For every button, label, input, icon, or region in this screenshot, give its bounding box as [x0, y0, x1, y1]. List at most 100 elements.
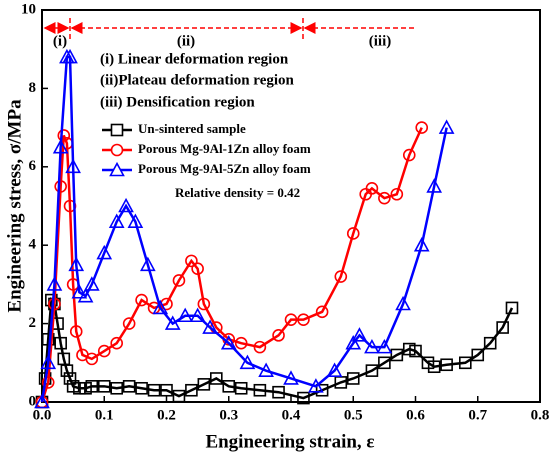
annotation: Relative density = 0.42: [175, 185, 300, 200]
marker: [346, 227, 360, 240]
series-line: [40, 296, 514, 403]
legend-label: Un-sintered sample: [138, 121, 246, 136]
marker: [57, 129, 71, 142]
marker: [197, 297, 211, 311]
marker: [40, 354, 57, 370]
marker: [152, 299, 169, 315]
marker: [97, 380, 111, 393]
series-line: [40, 127, 423, 403]
marker: [54, 180, 67, 193]
marker: [458, 356, 472, 370]
region-label: (iii): [369, 33, 392, 49]
y-axis-title: Engineering stress, σ/MPa: [4, 99, 25, 313]
marker: [308, 378, 324, 393]
y-tick-label: 10: [21, 1, 36, 17]
x-tick-label: 0.2: [157, 407, 176, 423]
x-tick-label: 0.3: [219, 407, 238, 423]
marker: [83, 276, 100, 291]
marker: [202, 319, 218, 334]
marker: [505, 301, 519, 315]
marker: [234, 336, 248, 350]
marker: [297, 391, 310, 405]
x-tick-label: 0.7: [468, 407, 487, 423]
x-axis-title: Engineering strain, ε: [205, 431, 374, 452]
marker: [258, 362, 274, 377]
marker: [135, 293, 148, 307]
marker: [376, 338, 393, 354]
marker: [185, 383, 198, 397]
marker: [284, 313, 298, 326]
marker: [108, 213, 125, 228]
marker: [110, 336, 123, 350]
marker: [85, 380, 99, 393]
y-tick-label: 2: [29, 315, 37, 331]
marker: [85, 352, 99, 366]
marker: [365, 182, 379, 195]
marker: [69, 325, 83, 338]
marker: [427, 360, 441, 374]
x-tick-label: 0.0: [33, 407, 52, 423]
marker: [77, 287, 94, 303]
marker: [415, 121, 429, 134]
marker: [365, 364, 379, 377]
marker: [46, 276, 63, 291]
marker: [346, 372, 360, 385]
marker: [297, 313, 310, 326]
marker: [390, 348, 404, 362]
marker: [172, 274, 186, 287]
marker: [118, 197, 134, 213]
marker: [60, 364, 74, 377]
marker: [253, 383, 267, 397]
marker: [496, 321, 509, 334]
marker: [395, 295, 411, 311]
marker: [109, 161, 125, 177]
region-arrows: [43, 18, 415, 40]
marker: [97, 344, 111, 358]
annotation: (i) Linear deformation region: [100, 51, 289, 67]
x-tick-label: 0.6: [406, 407, 425, 423]
x-tick-label: 0.8: [531, 407, 550, 423]
marker: [191, 262, 204, 276]
marker: [409, 344, 422, 358]
marker: [110, 143, 124, 157]
marker: [483, 336, 497, 350]
marker: [239, 354, 256, 370]
y-tick-label: 6: [29, 158, 37, 174]
marker: [272, 385, 285, 399]
marker: [160, 383, 173, 397]
marker: [413, 237, 430, 252]
marker: [345, 335, 362, 350]
marker: [185, 254, 198, 268]
marker: [378, 356, 391, 370]
marker: [315, 305, 329, 319]
marker: [127, 213, 144, 228]
x-tick-label: 0.1: [95, 407, 114, 423]
marker: [440, 358, 453, 372]
y-tick-label: 4: [29, 237, 37, 253]
marker: [172, 389, 186, 403]
marker: [139, 256, 156, 272]
marker: [189, 307, 206, 323]
marker: [54, 336, 67, 350]
marker: [147, 383, 161, 397]
y-tick-label: 0: [29, 393, 37, 409]
annotation: (ii)Plateau deformation region: [100, 72, 295, 88]
marker: [326, 362, 343, 377]
marker: [135, 381, 148, 395]
marker: [210, 372, 223, 385]
marker: [334, 270, 348, 283]
x-tick-label: 0.5: [344, 407, 363, 423]
marker: [351, 327, 368, 342]
x-tick-label: 0.4: [282, 407, 301, 423]
marker: [426, 178, 443, 193]
marker: [234, 381, 248, 395]
marker: [52, 139, 69, 154]
marker: [122, 317, 136, 330]
marker: [68, 256, 85, 272]
marker: [253, 340, 267, 354]
marker: [96, 244, 113, 260]
marker: [110, 381, 123, 395]
series-line: [40, 55, 448, 403]
marker: [177, 307, 194, 323]
